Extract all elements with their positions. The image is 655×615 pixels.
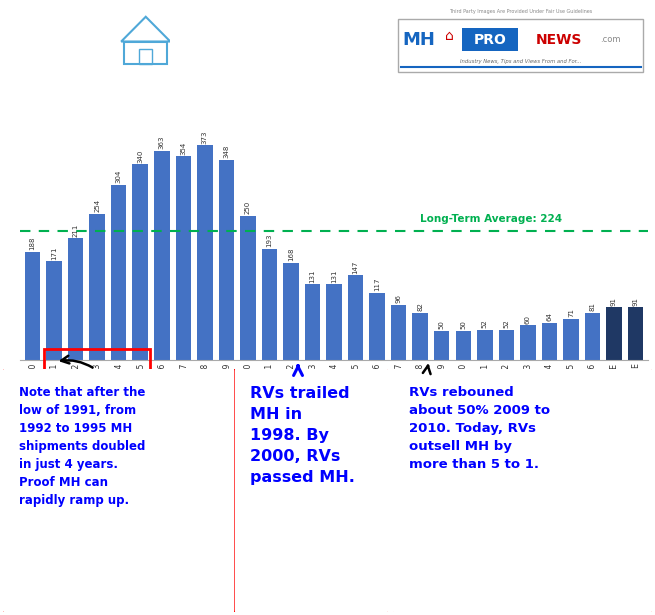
FancyBboxPatch shape [390, 367, 654, 614]
Text: Third Party Images Are Provided Under Fair Use Guidelines: Third Party Images Are Provided Under Fa… [449, 9, 592, 14]
Text: Industry News, Tips and Views From and For...: Industry News, Tips and Views From and F… [460, 59, 582, 65]
Text: 50: 50 [460, 320, 466, 329]
Text: 52: 52 [482, 319, 488, 328]
Bar [262, 249, 277, 360]
Text: 188: 188 [29, 237, 35, 250]
Text: CHAMPION: CHAMPION [14, 51, 96, 64]
Bar [240, 216, 255, 360]
Text: 171: 171 [51, 246, 57, 260]
Bar [283, 263, 299, 360]
Bar [111, 185, 126, 360]
Text: SKYLINE: SKYLINE [14, 17, 78, 30]
Bar [477, 330, 493, 360]
Text: 254: 254 [94, 199, 100, 212]
Bar [25, 252, 41, 360]
Text: RVs rebouned
about 50% 2009 to
2010. Today, RVs
outsell MH by
more than 5 to 1.: RVs rebouned about 50% 2009 to 2010. Tod… [409, 386, 550, 471]
Bar [154, 151, 170, 360]
Bar [585, 313, 600, 360]
Text: MH: MH [402, 31, 435, 49]
Text: 304: 304 [116, 170, 122, 183]
Bar [90, 214, 105, 360]
Bar [607, 308, 622, 360]
Bar [455, 331, 471, 360]
FancyBboxPatch shape [398, 18, 643, 71]
Bar [391, 304, 406, 360]
Text: 250: 250 [245, 201, 251, 215]
Text: 373: 373 [202, 130, 208, 144]
FancyBboxPatch shape [1, 367, 231, 614]
Text: 193: 193 [267, 234, 272, 247]
Text: 91: 91 [611, 296, 617, 306]
Bar [520, 325, 536, 360]
Text: 348: 348 [223, 145, 229, 158]
Text: 340: 340 [138, 149, 143, 162]
Text: Long-Term Average: 224: Long-Term Average: 224 [420, 214, 562, 224]
FancyBboxPatch shape [233, 367, 390, 614]
Bar [498, 330, 514, 360]
Bar [305, 285, 320, 360]
Text: Note that after the
low of 1991, from
1992 to 1995 MH
shipments doubled
in just : Note that after the low of 1991, from 19… [19, 386, 145, 507]
Text: 211: 211 [73, 223, 79, 237]
Text: 60: 60 [525, 314, 531, 323]
Text: 91: 91 [633, 296, 639, 306]
Text: NEWS: NEWS [536, 33, 582, 47]
Text: RVs trailed
MH in
1998. By
2000, RVs
passed MH.: RVs trailed MH in 1998. By 2000, RVs pas… [250, 386, 355, 485]
Bar [176, 156, 191, 360]
Bar [348, 276, 364, 360]
Text: 52: 52 [503, 319, 510, 328]
Bar [369, 293, 385, 360]
Text: .com: .com [600, 35, 620, 44]
Text: 50: 50 [439, 320, 445, 329]
Text: 354: 354 [180, 141, 186, 154]
Text: 131: 131 [310, 269, 316, 283]
Text: 168: 168 [288, 248, 294, 261]
Text: 71: 71 [568, 308, 574, 317]
Bar [132, 164, 148, 360]
Bar [434, 331, 449, 360]
Bar [326, 285, 342, 360]
Bar [219, 160, 234, 360]
Text: 147: 147 [352, 260, 358, 274]
FancyBboxPatch shape [462, 28, 518, 51]
Text: 131: 131 [331, 269, 337, 283]
Bar [47, 261, 62, 360]
Text: 117: 117 [374, 277, 380, 291]
Text: 64: 64 [546, 312, 552, 321]
Bar [68, 239, 83, 360]
Text: PRO: PRO [474, 33, 506, 47]
Bar [563, 319, 578, 360]
Text: 81: 81 [590, 303, 595, 311]
Text: ⌂: ⌂ [445, 29, 453, 43]
Bar [413, 312, 428, 360]
Text: 96: 96 [396, 294, 402, 303]
Text: 82: 82 [417, 302, 423, 311]
Text: 363: 363 [159, 136, 165, 149]
Bar [197, 145, 213, 360]
Bar [542, 323, 557, 360]
Bar [627, 308, 643, 360]
